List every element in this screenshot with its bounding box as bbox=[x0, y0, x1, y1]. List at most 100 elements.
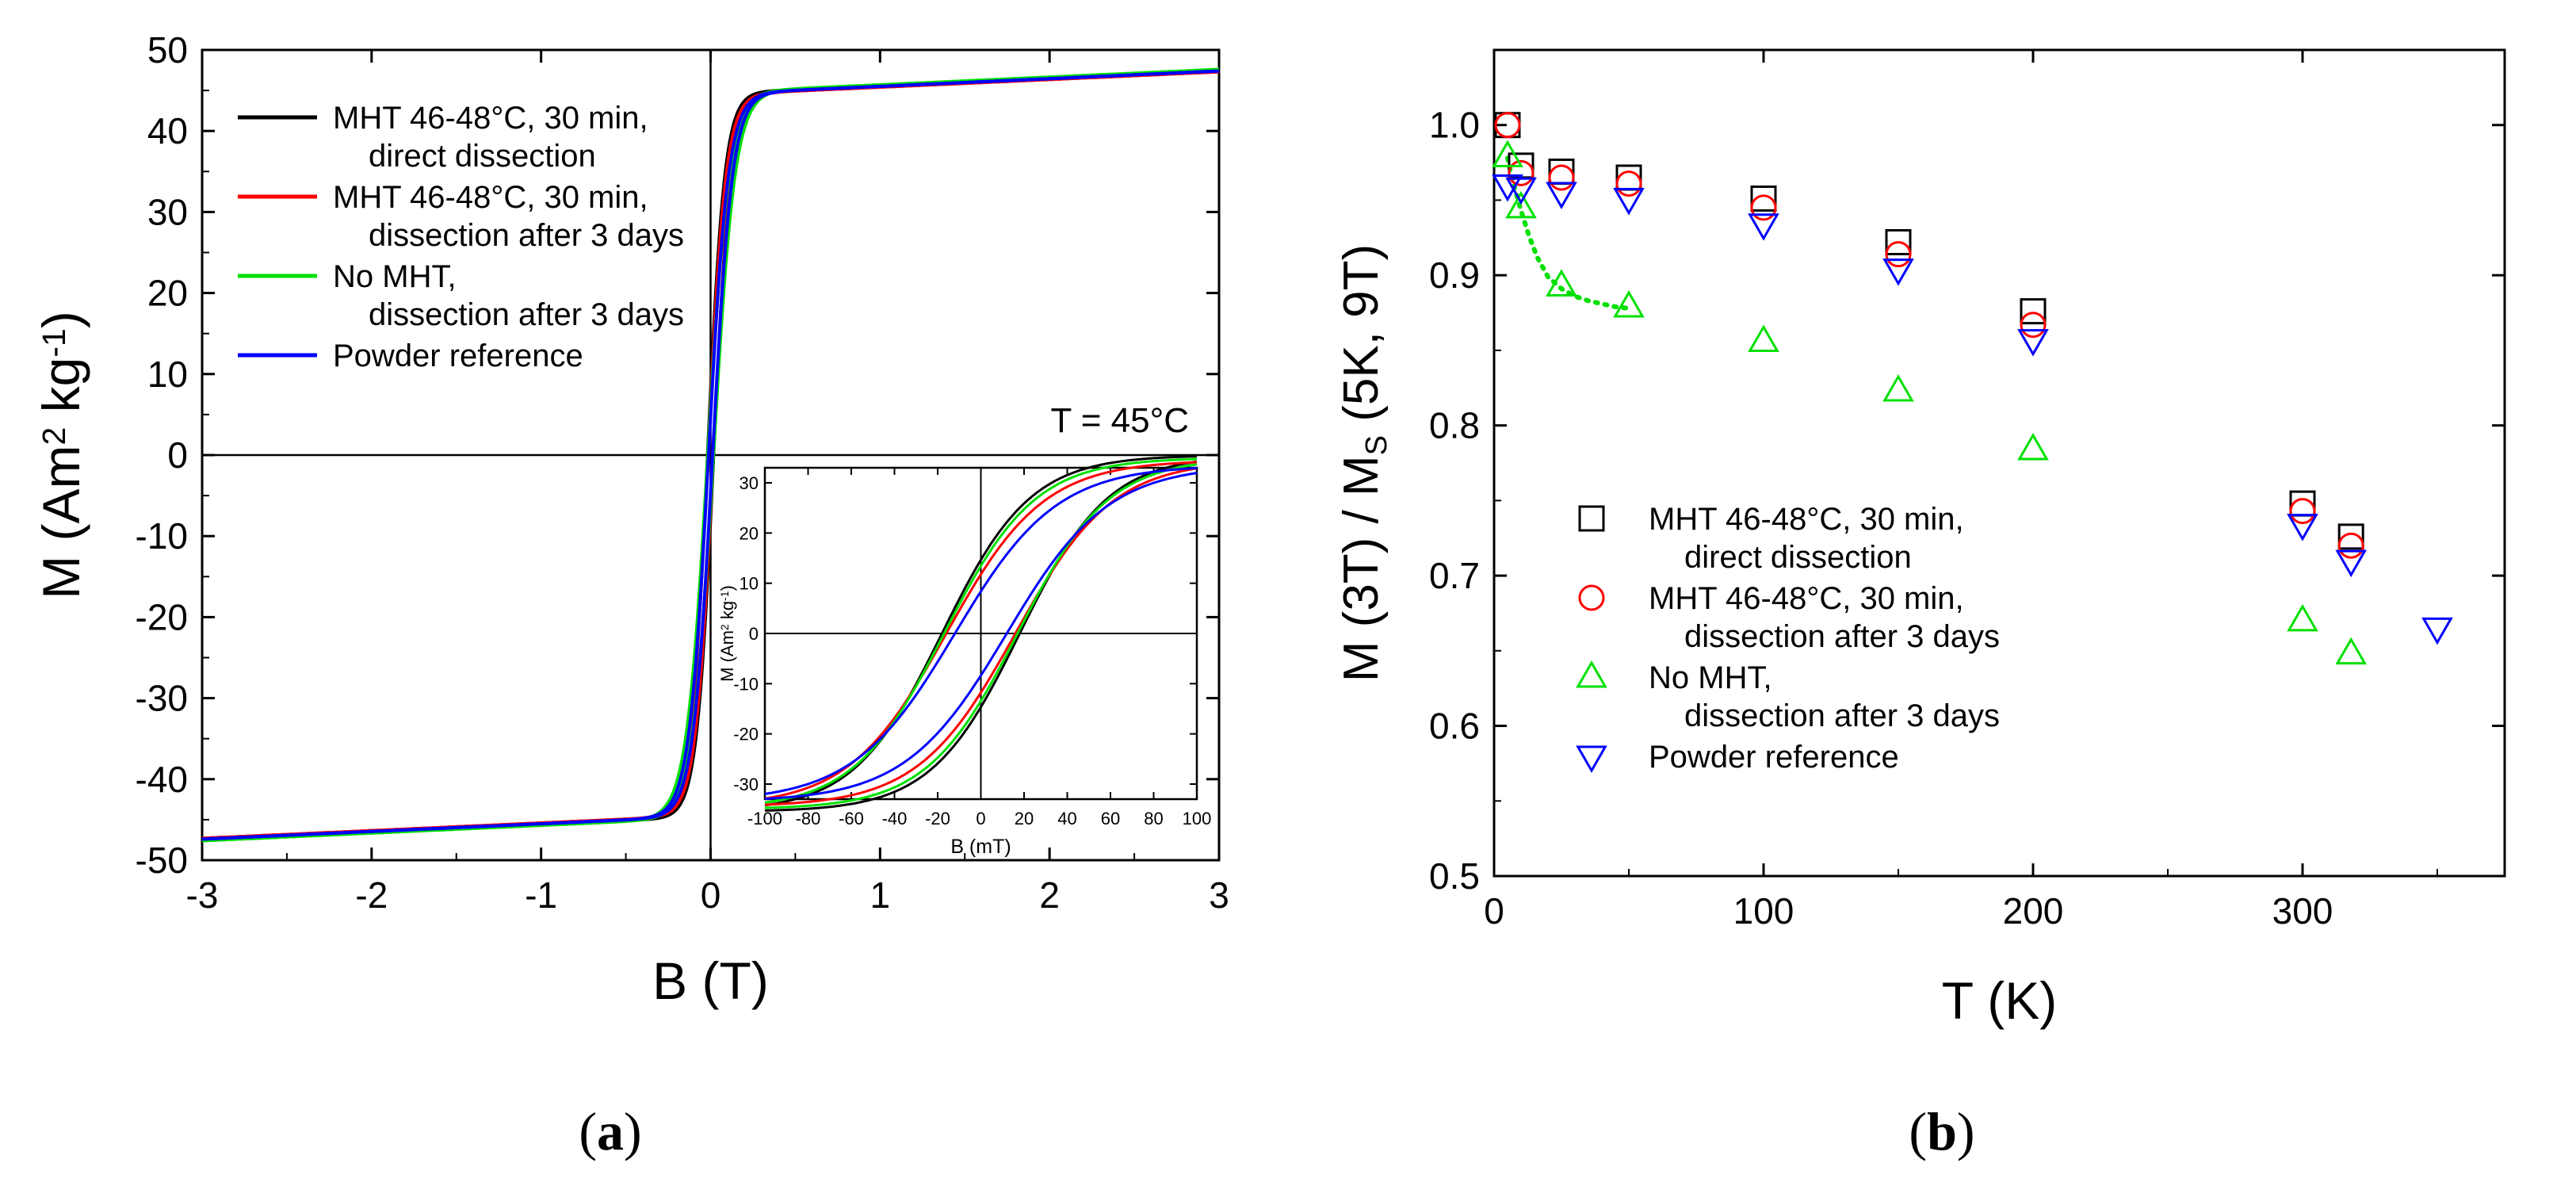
inset-y-tick-label: -10 bbox=[733, 674, 759, 694]
b-x-tick-label: 300 bbox=[2272, 890, 2333, 932]
legend-a-label-line2: dissection after 3 days bbox=[369, 218, 684, 253]
inset-x-tick-label: -100 bbox=[747, 809, 782, 828]
curve-inset-4-up bbox=[764, 472, 1198, 801]
b-point-triangle-down bbox=[2287, 514, 2318, 541]
b-point-triangle-up bbox=[1505, 190, 1537, 219]
y-tick-label: 30 bbox=[147, 191, 188, 232]
b-point-square bbox=[1615, 164, 1642, 191]
b-point-circle bbox=[2337, 532, 2364, 559]
panel-label-a: (a) bbox=[579, 1101, 641, 1161]
legend-a-label-line2: direct dissection bbox=[369, 139, 596, 174]
b-point-triangle-up bbox=[1748, 324, 1779, 353]
y-tick-label: -30 bbox=[136, 678, 188, 719]
b-point-triangle-down bbox=[1882, 258, 1914, 286]
inset-x-tick-label: -20 bbox=[925, 809, 950, 828]
y-tick-label: -10 bbox=[136, 515, 188, 557]
b-point-triangle-down bbox=[2421, 617, 2453, 645]
b-point-triangle-up bbox=[1882, 374, 1914, 402]
x-tick-label: 2 bbox=[1039, 874, 1060, 916]
fit-curve-no-mht bbox=[1505, 155, 1631, 311]
b-point-circle bbox=[1494, 112, 1521, 139]
curve-inset-1-down bbox=[764, 455, 1198, 807]
b-y-tick-label: 0.7 bbox=[1429, 555, 1480, 596]
x-tick-label: 0 bbox=[701, 874, 721, 916]
b-point-triangle-up bbox=[2017, 432, 2049, 461]
y-tick-label: 20 bbox=[147, 273, 188, 314]
legend-b-label: MHT 46-48°C, 30 min, bbox=[1649, 502, 1964, 537]
b-point-triangle-up bbox=[2335, 637, 2368, 665]
y-axis-label-part: 2 bbox=[36, 427, 72, 446]
legend-b-label: MHT 46-48°C, 30 min, bbox=[1649, 581, 1964, 616]
inset-x-tick-label: 60 bbox=[1101, 809, 1120, 828]
inset-x-tick-label: -40 bbox=[882, 809, 908, 828]
b-point-triangle-up bbox=[1546, 269, 1577, 297]
y-axis-label-part: kg bbox=[32, 358, 90, 427]
b-point-circle bbox=[2289, 498, 2316, 525]
panel-b: 0 100 200 300 0.5 0.6 0.7 0.8 0.9 1.0 T (K) M (3T) … bbox=[1334, 48, 2506, 1030]
x-axis-label: B (T) bbox=[652, 951, 769, 1010]
inset-y-axis-label-part: ) bbox=[717, 585, 737, 591]
b-point-circle bbox=[1508, 159, 1535, 186]
inset-y-tick-label: 10 bbox=[740, 574, 759, 594]
inset-y-axis-label-part: -1 bbox=[718, 591, 731, 601]
y-tick-label: 50 bbox=[147, 29, 188, 71]
b-point-triangle-down bbox=[1748, 213, 1779, 241]
x-tick-label: -3 bbox=[186, 874, 219, 916]
y-tick-label: 40 bbox=[147, 110, 188, 151]
b-y-axis-label-part: (5K, 9T) bbox=[1334, 244, 1389, 435]
legend-a-label: MHT 46-48°C, 30 min, bbox=[333, 101, 648, 136]
inset-y-tick-label: -30 bbox=[733, 775, 759, 794]
inset-x-tick-label: 80 bbox=[1144, 809, 1163, 828]
b-point-triangle-up bbox=[1613, 289, 1645, 318]
legend-b-label: No MHT, bbox=[1649, 660, 1772, 695]
inset-y-tick-label: -20 bbox=[733, 725, 759, 744]
inset-y-axis-label-part: 2 bbox=[718, 624, 731, 630]
x-tick-label: -2 bbox=[355, 874, 388, 916]
b-y-tick-label: 0.8 bbox=[1429, 405, 1480, 446]
b-x-tick-label: 200 bbox=[2003, 890, 2064, 932]
x-tick-label: 1 bbox=[870, 874, 891, 916]
curve-inset-3-up bbox=[764, 463, 1198, 809]
inset-y-axis-label: M (Am2 kg-1) bbox=[717, 585, 737, 682]
b-point-circle bbox=[2020, 312, 2047, 339]
inset-x-tick-label: -80 bbox=[796, 809, 821, 828]
y-axis-label-part: -1 bbox=[36, 328, 72, 357]
b-y-tick-label: 0.9 bbox=[1429, 254, 1480, 296]
b-y-axis-label: M (3T) / MS (5K, 9T) bbox=[1334, 244, 1393, 682]
inset-y-tick-label: 20 bbox=[740, 523, 759, 543]
panel-label-b: (b) bbox=[1909, 1101, 1974, 1161]
legend-b-marker bbox=[1578, 505, 1605, 532]
inset-x-tick-label: 20 bbox=[1015, 809, 1034, 828]
inset-x-tick-label: 100 bbox=[1183, 809, 1212, 828]
legend-a-label: No MHT, bbox=[333, 259, 457, 294]
curve-inset-4-down bbox=[764, 466, 1198, 795]
x-tick-label: -1 bbox=[525, 874, 557, 916]
plot-frame-b bbox=[1492, 48, 2506, 878]
curve-inset-1-up bbox=[764, 460, 1198, 812]
curve-inset-2-down bbox=[764, 461, 1198, 800]
legend-b-marker bbox=[1576, 660, 1607, 688]
b-point-triangle-up bbox=[1492, 140, 1523, 168]
y-tick-label: -50 bbox=[136, 840, 188, 881]
b-point-circle bbox=[1548, 164, 1575, 191]
b-y-axis-label-part: S bbox=[1360, 435, 1393, 455]
legend-b-marker bbox=[1578, 584, 1605, 611]
legend-b-marker bbox=[1576, 745, 1607, 774]
x-tick-label: 3 bbox=[1209, 874, 1229, 916]
legend-b-label-line2: dissection after 3 days bbox=[1684, 698, 2000, 733]
y-tick-label: 0 bbox=[167, 434, 188, 476]
b-point-square bbox=[1548, 158, 1575, 185]
b-point-triangle-down bbox=[1505, 177, 1537, 205]
curve-a-4-down bbox=[201, 69, 1220, 841]
b-x-tick-label: 100 bbox=[1733, 890, 1794, 932]
b-point-triangle-down bbox=[2017, 329, 2049, 357]
curve-inset-2-up bbox=[764, 467, 1198, 806]
b-y-tick-label: 0.6 bbox=[1429, 706, 1480, 747]
b-y-axis-label-part: M (3T) / M bbox=[1334, 455, 1389, 682]
b-point-triangle-down bbox=[2335, 549, 2368, 578]
inset-x-axis-label: B (mT) bbox=[950, 836, 1011, 858]
b-point-triangle-down bbox=[1546, 182, 1577, 209]
legend-b-label-line2: direct dissection bbox=[1684, 540, 1912, 575]
